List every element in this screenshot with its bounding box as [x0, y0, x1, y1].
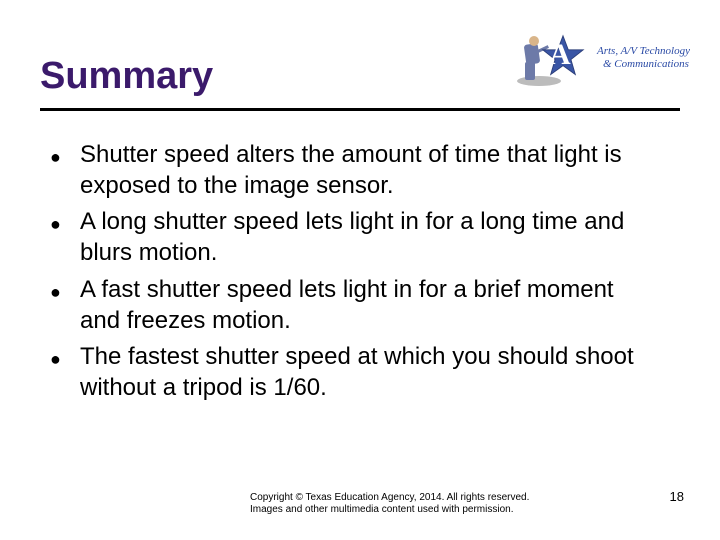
slide: Summary A Arts, A/V Technology & Communi… [0, 0, 720, 540]
list-item: ● The fastest shutter speed at which you… [50, 342, 650, 403]
bullet-list: ● Shutter speed alters the amount of tim… [50, 140, 650, 410]
logo-text-line1: Arts, A/V Technology [597, 45, 690, 58]
bullet-icon: ● [50, 140, 80, 201]
cluster-logo: A Arts, A/V Technology & Communications [519, 30, 690, 86]
slide-title: Summary [40, 55, 213, 98]
logo-text-line2: & Communications [603, 58, 690, 71]
bullet-icon: ● [50, 275, 80, 336]
page-number: 18 [670, 489, 684, 504]
bullet-icon: ● [50, 207, 80, 268]
bullet-text: Shutter speed alters the amount of time … [80, 140, 650, 201]
list-item: ● A long shutter speed lets light in for… [50, 207, 650, 268]
bullet-icon: ● [50, 342, 80, 403]
bullet-text: A long shutter speed lets light in for a… [80, 207, 650, 268]
bullet-text: The fastest shutter speed at which you s… [80, 342, 650, 403]
bullet-text: A fast shutter speed lets light in for a… [80, 275, 650, 336]
logo-letter: A [549, 38, 571, 72]
title-underline [40, 108, 680, 111]
logo-text: Arts, A/V Technology & Communications [597, 45, 690, 70]
list-item: ● A fast shutter speed lets light in for… [50, 275, 650, 336]
logo-badge: A [519, 30, 591, 86]
list-item: ● Shutter speed alters the amount of tim… [50, 140, 650, 201]
copyright-footer: Copyright © Texas Education Agency, 2014… [250, 492, 550, 516]
